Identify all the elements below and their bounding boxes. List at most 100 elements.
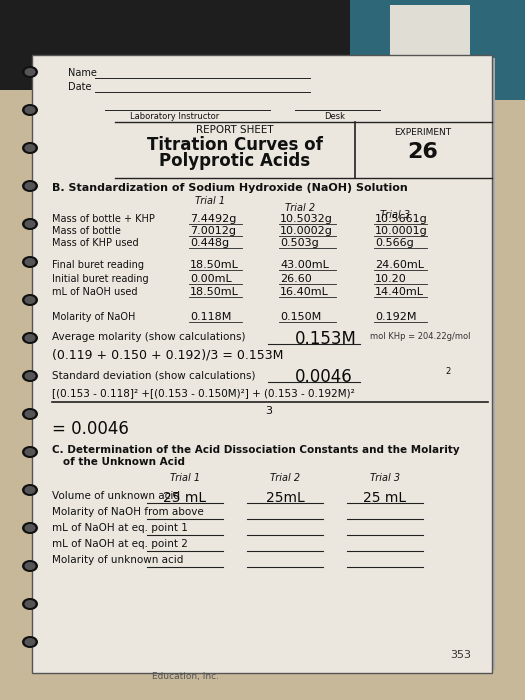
Text: C. Determination of the Acid Dissociation Constants and the Molarity: C. Determination of the Acid Dissociatio… bbox=[52, 445, 459, 455]
Text: 16.40mL: 16.40mL bbox=[280, 287, 329, 297]
Text: (0.119 + 0.150 + 0.192)/3 = 0.153M: (0.119 + 0.150 + 0.192)/3 = 0.153M bbox=[52, 348, 284, 361]
Text: mL of NaOH at eq. point 2: mL of NaOH at eq. point 2 bbox=[52, 539, 188, 549]
Ellipse shape bbox=[22, 636, 38, 648]
Ellipse shape bbox=[22, 522, 38, 534]
Ellipse shape bbox=[22, 484, 38, 496]
Ellipse shape bbox=[22, 294, 38, 306]
Bar bbox=[32, 55, 492, 673]
Ellipse shape bbox=[22, 180, 38, 192]
Ellipse shape bbox=[22, 66, 38, 78]
Ellipse shape bbox=[25, 372, 36, 380]
Text: = 0.0046: = 0.0046 bbox=[52, 420, 129, 438]
Text: 10.5032g: 10.5032g bbox=[280, 214, 333, 224]
Bar bbox=[0, 90, 525, 700]
Text: 0.153M: 0.153M bbox=[295, 330, 357, 348]
Ellipse shape bbox=[25, 296, 36, 304]
Ellipse shape bbox=[22, 408, 38, 420]
Text: Average molarity (show calculations): Average molarity (show calculations) bbox=[52, 332, 246, 342]
Text: Desk: Desk bbox=[324, 112, 345, 121]
Text: 18.50mL: 18.50mL bbox=[190, 287, 239, 297]
Text: 353: 353 bbox=[450, 650, 471, 660]
Text: 24.60mL: 24.60mL bbox=[375, 260, 424, 270]
Text: 0.118M: 0.118M bbox=[190, 312, 232, 322]
Ellipse shape bbox=[25, 144, 36, 152]
Ellipse shape bbox=[25, 68, 36, 76]
Text: 18.50mL: 18.50mL bbox=[190, 260, 239, 270]
Text: Molarity of NaOH from above: Molarity of NaOH from above bbox=[52, 507, 204, 517]
Ellipse shape bbox=[25, 410, 36, 418]
Text: 25mL: 25mL bbox=[266, 491, 304, 505]
Ellipse shape bbox=[22, 598, 38, 610]
Text: 0.448g: 0.448g bbox=[190, 238, 229, 248]
Text: Final buret reading: Final buret reading bbox=[52, 260, 144, 270]
Text: 0.0046: 0.0046 bbox=[295, 368, 353, 386]
Ellipse shape bbox=[25, 524, 36, 532]
Text: Mass of bottle + KHP: Mass of bottle + KHP bbox=[52, 214, 155, 224]
Text: mL of NaOH at eq. point 1: mL of NaOH at eq. point 1 bbox=[52, 523, 188, 533]
Text: 14.40mL: 14.40mL bbox=[375, 287, 424, 297]
Text: 0.566g: 0.566g bbox=[375, 238, 414, 248]
Text: Molarity of unknown acid: Molarity of unknown acid bbox=[52, 555, 183, 565]
Ellipse shape bbox=[25, 448, 36, 456]
Text: Trial 2: Trial 2 bbox=[270, 473, 300, 483]
Text: Name: Name bbox=[68, 68, 97, 78]
Ellipse shape bbox=[25, 600, 36, 608]
Text: Trial 3: Trial 3 bbox=[380, 210, 410, 220]
Ellipse shape bbox=[22, 218, 38, 230]
Text: 3: 3 bbox=[265, 406, 272, 416]
Text: 0.150M: 0.150M bbox=[280, 312, 321, 322]
Text: 0.503g: 0.503g bbox=[280, 238, 319, 248]
Text: 7.0012g: 7.0012g bbox=[190, 226, 236, 236]
Text: 43.00mL: 43.00mL bbox=[280, 260, 329, 270]
Ellipse shape bbox=[25, 334, 36, 342]
Text: of the Unknown Acid: of the Unknown Acid bbox=[52, 457, 185, 467]
Text: Trial 1: Trial 1 bbox=[195, 196, 225, 206]
Text: 25 mL: 25 mL bbox=[163, 491, 206, 505]
Ellipse shape bbox=[22, 256, 38, 268]
Ellipse shape bbox=[25, 220, 36, 228]
Ellipse shape bbox=[22, 446, 38, 458]
Text: Initial buret reading: Initial buret reading bbox=[52, 274, 149, 284]
Text: 7.4492g: 7.4492g bbox=[190, 214, 236, 224]
Text: mol KHp = 204.22g/mol: mol KHp = 204.22g/mol bbox=[370, 332, 470, 341]
Ellipse shape bbox=[22, 332, 38, 344]
Text: 10.0002g: 10.0002g bbox=[280, 226, 333, 236]
Text: Polyprotic Acids: Polyprotic Acids bbox=[160, 152, 311, 170]
Text: Trial 2: Trial 2 bbox=[285, 203, 315, 213]
Text: Trial 1: Trial 1 bbox=[170, 473, 200, 483]
Text: 25 mL: 25 mL bbox=[363, 491, 406, 505]
Bar bbox=[350, 0, 525, 100]
Text: Titration Curves of: Titration Curves of bbox=[147, 136, 323, 154]
Text: 2: 2 bbox=[445, 367, 450, 376]
Ellipse shape bbox=[25, 106, 36, 114]
Text: 10.20: 10.20 bbox=[375, 274, 407, 284]
Text: 10.5661g: 10.5661g bbox=[375, 214, 428, 224]
Text: B. Standardization of Sodium Hydroxide (NaOH) Solution: B. Standardization of Sodium Hydroxide (… bbox=[52, 183, 408, 193]
Text: [(0.153 - 0.118]² +[(0.153 - 0.150M)²] + (0.153 - 0.192M)²: [(0.153 - 0.118]² +[(0.153 - 0.150M)²] +… bbox=[52, 388, 355, 398]
Text: 26.60: 26.60 bbox=[280, 274, 312, 284]
Text: EXPERIMENT: EXPERIMENT bbox=[394, 128, 452, 137]
Text: Laboratory Instructor: Laboratory Instructor bbox=[130, 112, 219, 121]
Text: Molarity of NaOH: Molarity of NaOH bbox=[52, 312, 135, 322]
Ellipse shape bbox=[22, 104, 38, 116]
Text: 10.0001g: 10.0001g bbox=[375, 226, 428, 236]
Ellipse shape bbox=[25, 258, 36, 266]
Ellipse shape bbox=[22, 560, 38, 572]
Bar bbox=[390, 5, 470, 90]
Text: 26: 26 bbox=[407, 142, 438, 162]
Ellipse shape bbox=[22, 142, 38, 154]
Ellipse shape bbox=[25, 182, 36, 190]
Bar bbox=[490, 58, 495, 670]
Text: 0.00mL: 0.00mL bbox=[190, 274, 232, 284]
Text: REPORT SHEET: REPORT SHEET bbox=[196, 125, 274, 135]
Text: Mass of bottle: Mass of bottle bbox=[52, 226, 121, 236]
Text: Volume of unknown acid: Volume of unknown acid bbox=[52, 491, 180, 501]
Text: Mass of KHP used: Mass of KHP used bbox=[52, 238, 139, 248]
Text: Trial 3: Trial 3 bbox=[370, 473, 400, 483]
Ellipse shape bbox=[22, 370, 38, 382]
Text: Date: Date bbox=[68, 82, 91, 92]
Text: Education, Inc.: Education, Inc. bbox=[152, 672, 218, 681]
Ellipse shape bbox=[25, 562, 36, 570]
Text: mL of NaOH used: mL of NaOH used bbox=[52, 287, 138, 297]
Text: Standard deviation (show calculations): Standard deviation (show calculations) bbox=[52, 370, 256, 380]
